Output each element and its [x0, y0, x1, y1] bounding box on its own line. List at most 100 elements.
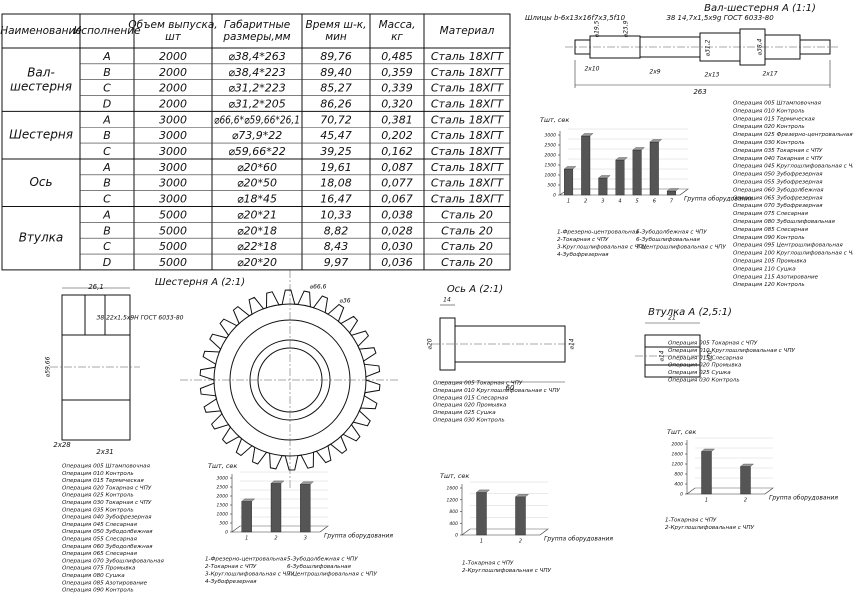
operation-item: Операция 030 Токарная с ЧПУ: [62, 500, 152, 506]
dimension-label: 21: [668, 315, 676, 322]
y-axis-label: Tшт, сек: [208, 462, 237, 470]
dimension-label: З8 22x1,5x9H ГОСТ 6033-80: [97, 315, 184, 322]
y-tick-label: 1500: [545, 163, 557, 169]
table-header: Исполнение: [73, 25, 140, 37]
equipment-note: 3-Круглошлифовальная с ЧПУ: [205, 572, 295, 578]
x-tick-label: 2: [519, 539, 522, 545]
table-cell: B: [103, 224, 111, 237]
table-cell: Сталь 18ХГТ: [431, 177, 505, 190]
table-cell: B: [103, 177, 111, 190]
table-cell: ⌀18*45: [237, 193, 277, 206]
x-tick-label: 3: [304, 536, 307, 542]
x-axis-label: Группа оборудования: [544, 536, 613, 543]
bar: [666, 190, 676, 196]
bushing-drawing: [635, 322, 710, 378]
table-border: [1, 13, 511, 271]
table-header: Масса, кг: [379, 19, 416, 43]
table-cell: Сталь 20: [441, 240, 493, 253]
table-cell: Сталь 18ХГТ: [431, 82, 505, 95]
equipment-note: 1-Токарная с ЧПУ: [665, 518, 717, 524]
table-cell: ⌀31,2*205: [228, 97, 286, 110]
table-cell: 0,162: [381, 145, 413, 158]
table-header: Габаритные размеры,мм: [222, 19, 290, 43]
dimension-label: 263: [693, 88, 706, 96]
bar-top: [701, 448, 715, 452]
bar: [476, 492, 487, 536]
table-header-line: размеры,мм: [222, 31, 290, 43]
operation-item: Операция 095 Центрошлифовальная: [733, 243, 843, 249]
table-header: Время ш-к, мин: [306, 19, 367, 43]
equipment-note: 5-Зубодолбежная с ЧПУ: [287, 557, 358, 563]
y-tick-label: 400: [449, 521, 458, 527]
operation-item: Операция 005 Токарная с ЧПУ: [433, 381, 523, 387]
equipment-note: 6-Зубошлифовальная: [636, 237, 701, 243]
equipment-note: 5-Зубодолбежная с ЧПУ: [636, 230, 707, 236]
bar: [740, 466, 751, 495]
table-cell: 3000: [159, 113, 187, 126]
table-cell: ⌀31,2*223: [228, 82, 286, 95]
x-tick-label: 1: [705, 498, 708, 504]
bar: [632, 149, 642, 196]
y-tick-label: 2500: [217, 485, 229, 491]
table-cell: C: [103, 82, 111, 95]
table-header-line: Объем выпуска,: [128, 19, 217, 31]
dimension-label: 14: [443, 297, 451, 304]
table-cell: A: [102, 50, 111, 63]
y-tick-label: 2000: [545, 153, 557, 159]
operation-item: Операция 015 Термическая: [62, 478, 144, 484]
dimension-label: ⌀19,5: [594, 20, 601, 37]
table-cell: ⌀73,9*22: [232, 129, 283, 142]
table-cell: 2000: [159, 66, 187, 79]
table-cell: 5000: [159, 224, 187, 237]
equipment-note: 2-Круглошлифовальная с ЧПУ: [462, 568, 552, 574]
table-cell: 86,26: [320, 97, 352, 110]
bar-top: [666, 188, 680, 192]
dimension-label: ⌀20: [707, 350, 714, 361]
x-tick-label: 6: [653, 199, 656, 205]
dimension-label: ⌀36: [339, 298, 350, 305]
y-tick-label: 2000: [217, 494, 229, 500]
axle-drawing: [432, 304, 575, 383]
drawing-title: Втулка А (2,5:1): [648, 307, 732, 318]
table-cell: A: [102, 113, 111, 126]
y-tick-label: 2500: [545, 143, 557, 149]
table-cell: ⌀38,4*263: [228, 50, 286, 63]
operation-item: Операция 005 Штамповочная: [733, 101, 822, 107]
table-cell: 2000: [159, 97, 187, 110]
operation-item: Операция 005 Штамповочная: [62, 464, 151, 470]
dimension-label: ⌀23,9: [623, 20, 630, 37]
bar: [270, 483, 282, 533]
operation-item: Операция 105 Промывка: [733, 259, 807, 265]
operation-item: Операция 035 Токарная с ЧПУ: [733, 148, 823, 154]
dimension-label: ⌀38,4: [757, 38, 764, 55]
bar-top: [241, 498, 256, 502]
operation-item: Операция 010 Контроль: [62, 471, 134, 477]
operation-item: Операция 085 Азотирование: [62, 580, 148, 586]
group-name: Ось: [29, 175, 52, 189]
table-cell: 89,76: [320, 50, 352, 63]
table-cell: A: [102, 208, 111, 221]
group-name-line: шестерня: [10, 79, 72, 93]
table-cell: 2000: [159, 50, 187, 63]
table-cell: 5000: [159, 240, 187, 253]
table-cell: 0,359: [381, 66, 413, 79]
table-header-line: Габаритные: [224, 19, 290, 31]
dimension-label: 60: [506, 384, 515, 392]
operation-item: Операция 055 Зубофрезерная: [733, 180, 823, 186]
equipment-note: 3-Круглошлифовальная с ЧПУ: [557, 245, 647, 251]
table-cell: 16,47: [320, 193, 352, 206]
bar: [241, 501, 252, 533]
table-cell: 18,08: [320, 177, 352, 190]
dimension-label: 2x9: [649, 69, 660, 76]
y-tick-label: 3000: [217, 476, 229, 482]
y-tick-label: 1200: [672, 462, 684, 468]
y-tick-label: 0: [680, 492, 683, 498]
operation-item: Операция 010 Круглошлифовальная с ЧПУ: [433, 388, 561, 394]
gear-side-drawing: [50, 287, 140, 441]
table-cell: 10,33: [320, 208, 352, 221]
bar-top: [581, 133, 594, 137]
operation-item: Операция 065 Зубофрезерная: [733, 195, 823, 201]
operation-item: Операция 030 Контроль: [433, 418, 505, 424]
dimension-label: 26,1: [88, 283, 104, 291]
chart-floor: [461, 528, 549, 536]
